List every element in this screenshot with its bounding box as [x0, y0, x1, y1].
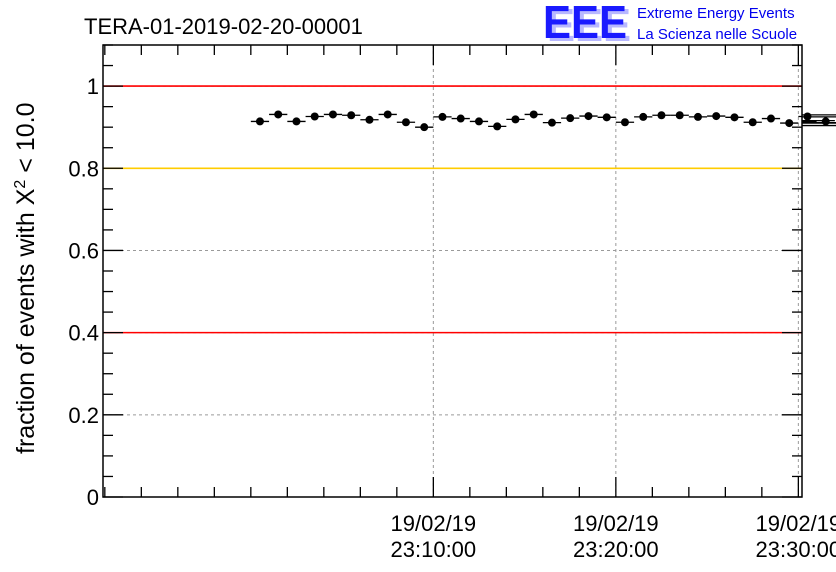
marker	[821, 117, 830, 126]
y-tick-label-1: 0.2	[68, 403, 99, 428]
data-point	[802, 114, 836, 116]
marker	[602, 113, 611, 122]
data-point	[469, 117, 489, 126]
y-axis-label-symbol: X	[12, 188, 40, 205]
data-point	[780, 119, 799, 128]
marker	[274, 110, 283, 119]
logo-letters-shadow: EEE	[547, 0, 631, 51]
data-point	[802, 124, 836, 127]
x-tick-label-date-2: 19/02/19	[756, 511, 836, 536]
data-point	[378, 110, 397, 119]
marker	[785, 119, 794, 128]
marker	[675, 111, 684, 120]
x-tick-label-time-1: 23:20:00	[573, 537, 659, 562]
x-tick-label-time-2: 23:30:00	[756, 537, 836, 562]
data-point	[561, 114, 580, 123]
data-point	[396, 118, 416, 127]
data-point	[597, 113, 616, 122]
y-tick-label-2: 0.4	[68, 321, 99, 346]
marker	[639, 112, 648, 121]
y-tick-label-5: 1	[87, 74, 99, 99]
marker	[766, 114, 775, 123]
plot-frame	[102, 44, 803, 498]
x-tick-label-time-0: 23:10:00	[391, 537, 477, 562]
marker	[328, 110, 337, 119]
reference-lines	[103, 85, 802, 334]
marker	[438, 112, 447, 121]
grid	[103, 45, 802, 497]
marker	[748, 118, 757, 127]
marker	[401, 118, 410, 127]
data-point	[506, 115, 525, 124]
data-point	[433, 112, 452, 121]
logo-line-2: La Scienza nelle Scuole	[637, 26, 797, 43]
data-point	[743, 118, 762, 127]
marker	[547, 118, 556, 127]
marker	[657, 111, 666, 120]
marker	[474, 117, 483, 126]
marker	[584, 112, 593, 121]
marker	[365, 115, 374, 124]
y-tick-label-0: 0	[87, 485, 99, 510]
y-axis-label-tail: < 10.0	[12, 103, 40, 180]
marker	[693, 112, 702, 121]
marker	[566, 114, 575, 123]
marker	[383, 110, 392, 119]
marker	[712, 112, 721, 121]
axis-ticks	[103, 44, 802, 498]
data-point	[802, 122, 836, 124]
marker	[511, 115, 520, 124]
data-point	[415, 123, 434, 132]
marker	[529, 110, 538, 119]
data-point	[652, 111, 671, 120]
data-point	[342, 111, 361, 120]
marker	[456, 114, 465, 123]
data-point	[725, 113, 744, 122]
data-point	[670, 111, 689, 120]
data-point	[802, 119, 835, 122]
data-point	[542, 118, 562, 127]
marker	[620, 118, 629, 127]
data-point	[688, 112, 708, 121]
data-point	[707, 112, 726, 121]
data-point	[269, 110, 288, 119]
data-point	[524, 110, 543, 119]
logo-line-1: Extreme Energy Events	[637, 5, 795, 22]
marker	[347, 111, 356, 120]
data-point	[451, 114, 470, 123]
y-axis-label-main: fraction of events with	[12, 205, 40, 454]
data-point	[634, 112, 653, 121]
data-point	[802, 116, 836, 118]
data-point	[615, 118, 635, 127]
marker	[310, 112, 319, 121]
logo-letters: EEE	[543, 0, 627, 48]
data-point	[305, 112, 324, 121]
eee-logo: EEE EEE Extreme Energy Events La Scienza…	[543, 0, 797, 51]
chart-title: TERA-01-2019-02-20-00001	[84, 14, 363, 39]
y-axis-label-sup: 2	[12, 180, 29, 189]
marker	[420, 123, 429, 132]
marker	[730, 113, 739, 122]
y-tick-label-3: 0.6	[68, 238, 99, 263]
data-point	[360, 115, 379, 124]
x-tick-label-date-1: 19/02/19	[573, 511, 659, 536]
tick-labels: 00.20.40.60.8119/02/1923:10:0019/02/1923…	[68, 74, 836, 562]
marker	[292, 117, 301, 126]
data-points	[250, 110, 836, 132]
data-point	[488, 122, 507, 131]
marker	[255, 117, 264, 126]
y-tick-label-4: 0.8	[68, 156, 99, 181]
x-tick-label-date-0: 19/02/19	[391, 511, 477, 536]
marker	[493, 122, 502, 131]
data-point	[323, 110, 343, 119]
data-point	[579, 112, 598, 121]
data-point	[761, 114, 781, 123]
data-point	[287, 117, 306, 126]
data-point	[250, 117, 270, 126]
y-axis-label: fraction of events with X2 < 10.0	[12, 103, 40, 454]
